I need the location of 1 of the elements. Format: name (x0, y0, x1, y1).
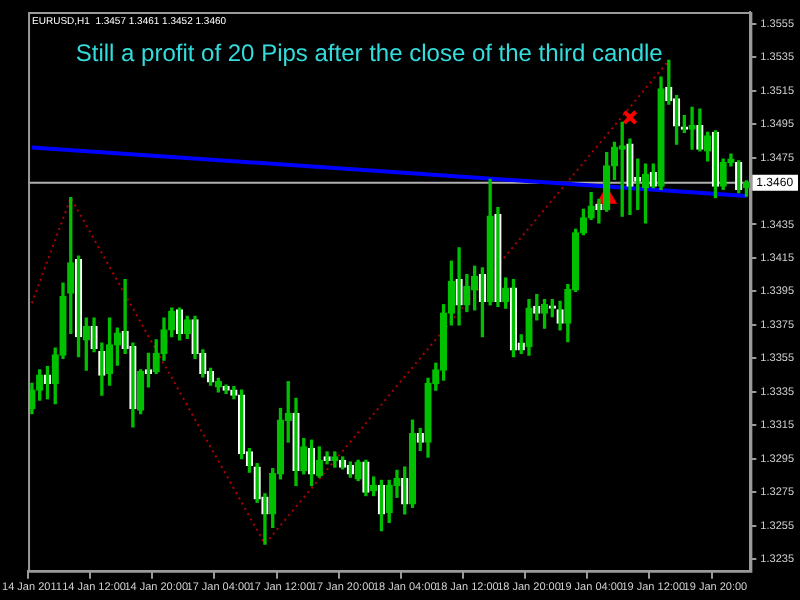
text: Still a profit of 20 Pips after the close of the third candle (75, 38, 664, 67)
